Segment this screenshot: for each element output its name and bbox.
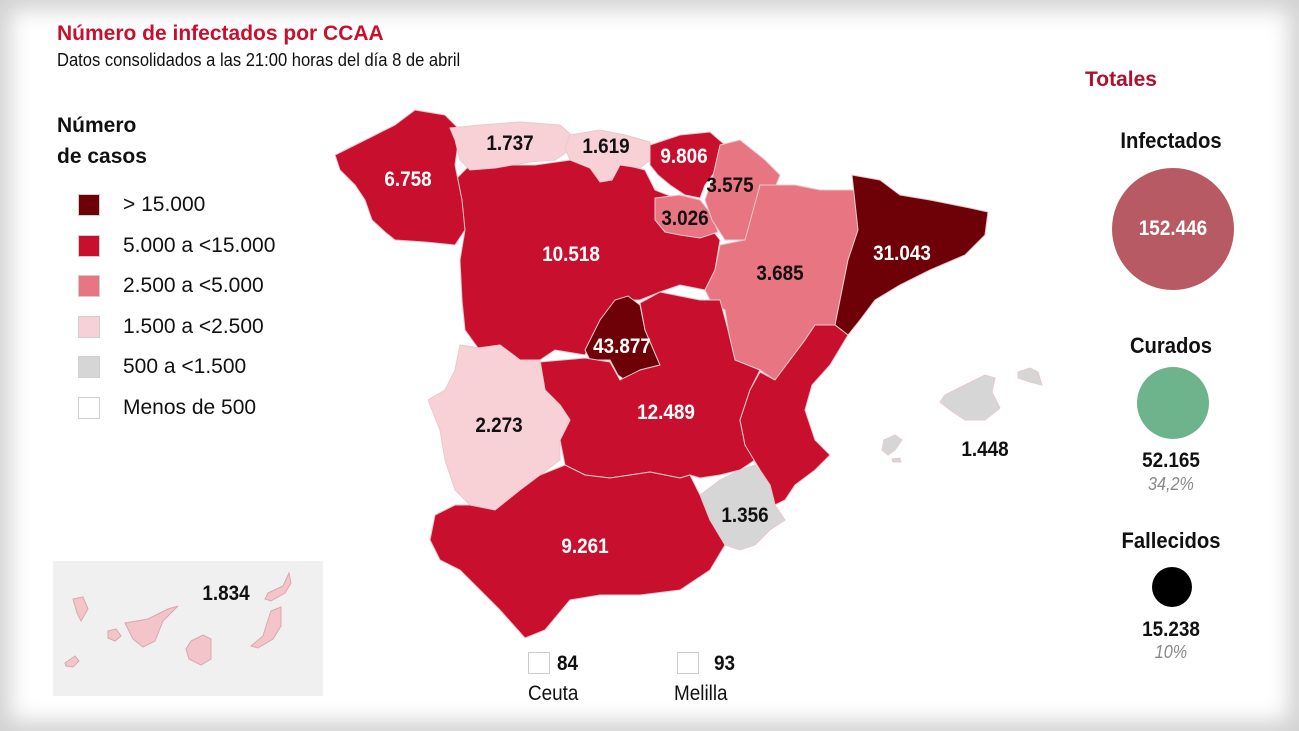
label-pais-vasco: 9.806 — [660, 145, 708, 168]
legend-label: 2.500 a <5.000 — [123, 274, 264, 298]
legend: > 15.000 5.000 a <15.000 2.500 a <5.000 … — [78, 185, 275, 428]
label-cataluna: 31.043 — [873, 242, 931, 265]
label-andalucia: 9.261 — [561, 535, 609, 558]
region-valenciana[interactable] — [739, 324, 849, 506]
infectados-value: 152.446 — [1138, 217, 1208, 240]
infectados-circle: 152.446 — [1112, 168, 1234, 290]
ceuta-value: 84 — [557, 652, 579, 675]
legend-swatch — [78, 194, 100, 217]
legend-label: > 15.000 — [123, 193, 206, 217]
island-la-palma[interactable] — [72, 596, 89, 623]
island-tenerife[interactable] — [124, 605, 179, 648]
island-el-hierro[interactable] — [64, 655, 80, 668]
curados-value: 52.165 — [1142, 449, 1200, 472]
region-baleares-formentera[interactable] — [891, 457, 902, 463]
legend-label: 500 a <1.500 — [123, 355, 247, 379]
canarias-inset — [53, 561, 323, 696]
curados-label: Curados — [1129, 333, 1213, 358]
region-la-rioja[interactable] — [654, 194, 719, 239]
legend-swatch — [78, 275, 100, 298]
island-lanzarote[interactable] — [264, 571, 292, 602]
page-subtitle: Datos consolidados a las 21:00 horas del… — [57, 50, 461, 70]
region-galicia[interactable] — [334, 109, 466, 246]
label-madrid: 43.877 — [593, 335, 651, 358]
legend-title-line1: Número — [57, 114, 137, 137]
label-murcia: 1.356 — [721, 504, 769, 527]
legend-item: 1.500 a <2.500 — [78, 307, 275, 348]
label-cantabria: 1.619 — [582, 135, 630, 158]
legend-swatch — [78, 234, 100, 257]
fallecidos-value: 15.238 — [1142, 618, 1200, 641]
label-navarra: 3.575 — [706, 174, 754, 197]
label-baleares: 1.448 — [961, 438, 1009, 461]
region-cataluna[interactable] — [834, 174, 989, 336]
label-asturias: 1.737 — [486, 132, 534, 155]
legend-item: 5.000 a <15.000 — [78, 226, 275, 267]
melilla-label: Melilla — [674, 682, 728, 705]
legend-swatch — [78, 315, 100, 338]
fallecidos-label: Fallecidos — [1121, 528, 1221, 553]
label-galicia: 6.758 — [384, 168, 432, 191]
legend-item: 500 a <1.500 — [78, 347, 275, 388]
island-gran-canaria[interactable] — [185, 634, 212, 666]
fallecidos-pct: 10% — [1154, 642, 1188, 662]
region-andalucia[interactable] — [429, 464, 726, 639]
region-baleares-mallorca[interactable] — [939, 374, 1001, 421]
legend-item: Menos de 500 — [78, 388, 275, 429]
label-castilla-la-mancha: 12.489 — [637, 401, 695, 424]
melilla-value: 93 — [714, 652, 736, 675]
legend-title: Número de casos — [57, 110, 147, 172]
label-la-rioja: 3.026 — [661, 207, 709, 230]
island-la-gomera[interactable] — [107, 628, 122, 642]
canarias-map — [64, 571, 292, 668]
label-castilla-leon: 10.518 — [542, 243, 600, 266]
legend-swatch — [78, 396, 100, 419]
legend-label: 1.500 a <2.500 — [123, 314, 264, 338]
ceuta-label: Ceuta — [528, 682, 579, 705]
legend-item: > 15.000 — [78, 185, 275, 226]
region-baleares-ibiza[interactable] — [881, 434, 903, 456]
legend-swatch — [78, 356, 100, 379]
legend-label: 5.000 a <15.000 — [123, 233, 276, 257]
infectados-label: Infectados — [1120, 128, 1222, 153]
region-baleares-menorca[interactable] — [1017, 367, 1043, 386]
label-aragon: 3.685 — [756, 262, 804, 285]
totals-heading: Totales — [1085, 68, 1157, 91]
island-fuerteventura[interactable] — [249, 606, 282, 649]
melilla-swatch — [677, 652, 699, 674]
label-canarias: 1.834 — [202, 582, 250, 605]
ceuta-swatch — [528, 652, 550, 674]
page-title: Número de infectados por CCAA — [57, 22, 384, 45]
label-extremadura: 2.273 — [475, 414, 523, 437]
region-pais-vasco[interactable] — [649, 131, 726, 199]
legend-title-line2: de casos — [57, 145, 147, 168]
region-asturias[interactable] — [449, 121, 576, 171]
curados-pct: 34,2% — [1148, 474, 1194, 494]
curados-circle — [1137, 367, 1209, 439]
fallecidos-circle — [1152, 567, 1192, 607]
region-cantabria[interactable] — [564, 129, 651, 183]
legend-item: 2.500 a <5.000 — [78, 266, 275, 307]
legend-label: Menos de 500 — [123, 395, 257, 419]
